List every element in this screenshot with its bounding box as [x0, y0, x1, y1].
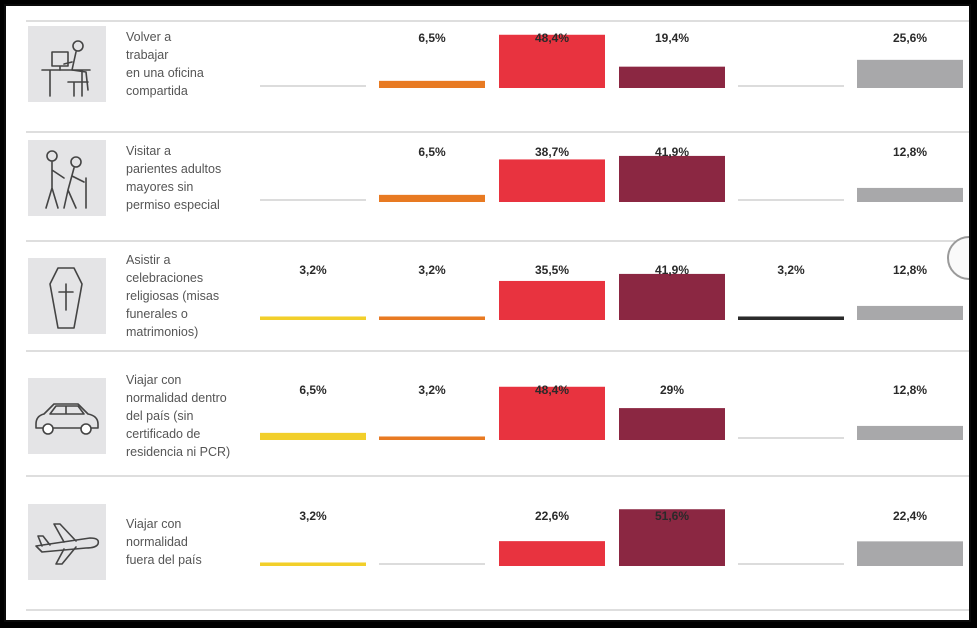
data-label: 48,4%	[535, 31, 569, 45]
data-label: 22,6%	[535, 509, 569, 523]
bar	[619, 509, 725, 566]
category-label: Viajar con normalidad fuera del país	[126, 517, 202, 567]
chart-row: Viajar con normalidad dentro del país (sin…	[28, 373, 963, 459]
data-label: 3,2%	[299, 509, 327, 523]
bar	[260, 562, 366, 566]
bar	[857, 187, 963, 202]
data-label: 12,8%	[893, 383, 927, 397]
chart-svg: Volver a trabajar en una oficina compartida…	[26, 20, 969, 611]
data-label: 3,2%	[418, 263, 446, 277]
category-label: Viajar con normalidad dentro del país (sin…	[126, 373, 230, 459]
bar	[499, 280, 605, 320]
elderly-visit-icon	[28, 140, 106, 216]
category-label: Volver a trabajar en una oficina compartida	[126, 30, 204, 98]
bar	[379, 436, 485, 440]
chart-row: Visitar a parientes adultos mayores sin per…	[28, 140, 963, 216]
chart-row: Asistir a celebraciones religiosas (misas f…	[28, 253, 963, 339]
data-label: 48,4%	[535, 383, 569, 397]
chart-frame: Volver a trabajar en una oficina compartida…	[4, 4, 971, 622]
bar	[857, 541, 963, 566]
bar	[260, 316, 366, 320]
office-worker-icon	[28, 26, 106, 102]
data-label: 3,2%	[777, 263, 805, 277]
bar	[260, 432, 366, 440]
data-label: 41,9%	[655, 263, 689, 277]
category-label: Visitar a parientes adultos mayores sin per…	[126, 144, 221, 212]
data-label: 22,4%	[893, 509, 927, 523]
bar	[379, 194, 485, 202]
bar	[619, 273, 725, 320]
bar	[379, 80, 485, 88]
coffin-cross-icon	[28, 258, 106, 334]
bar	[379, 316, 485, 320]
data-label: 51,6%	[655, 509, 689, 523]
bar	[857, 425, 963, 440]
data-label: 38,7%	[535, 145, 569, 159]
bar	[499, 386, 605, 440]
bar	[619, 155, 725, 202]
bar	[619, 66, 725, 88]
data-label: 3,2%	[299, 263, 327, 277]
data-label: 12,8%	[893, 263, 927, 277]
bar	[857, 305, 963, 320]
data-label: 41,9%	[655, 145, 689, 159]
data-label: 6,5%	[299, 383, 327, 397]
data-label: 35,5%	[535, 263, 569, 277]
bar	[857, 59, 963, 88]
bar	[738, 316, 844, 320]
data-label: 29%	[660, 383, 684, 397]
data-label: 19,4%	[655, 31, 689, 45]
category-label: Asistir a celebraciones religiosas (misas f…	[126, 253, 219, 339]
car-icon	[28, 378, 106, 454]
data-label: 3,2%	[418, 383, 446, 397]
bar	[619, 408, 725, 440]
bar	[499, 159, 605, 202]
data-label: 6,5%	[418, 31, 446, 45]
airplane-icon	[28, 504, 106, 580]
bar	[499, 34, 605, 88]
chart-row: Volver a trabajar en una oficina compartida…	[28, 26, 963, 102]
chart-row: Viajar con normalidad fuera del país 3,2% 22…	[28, 504, 963, 580]
data-label: 6,5%	[418, 145, 446, 159]
data-label: 25,6%	[893, 31, 927, 45]
bar	[499, 541, 605, 566]
data-label: 12,8%	[893, 145, 927, 159]
